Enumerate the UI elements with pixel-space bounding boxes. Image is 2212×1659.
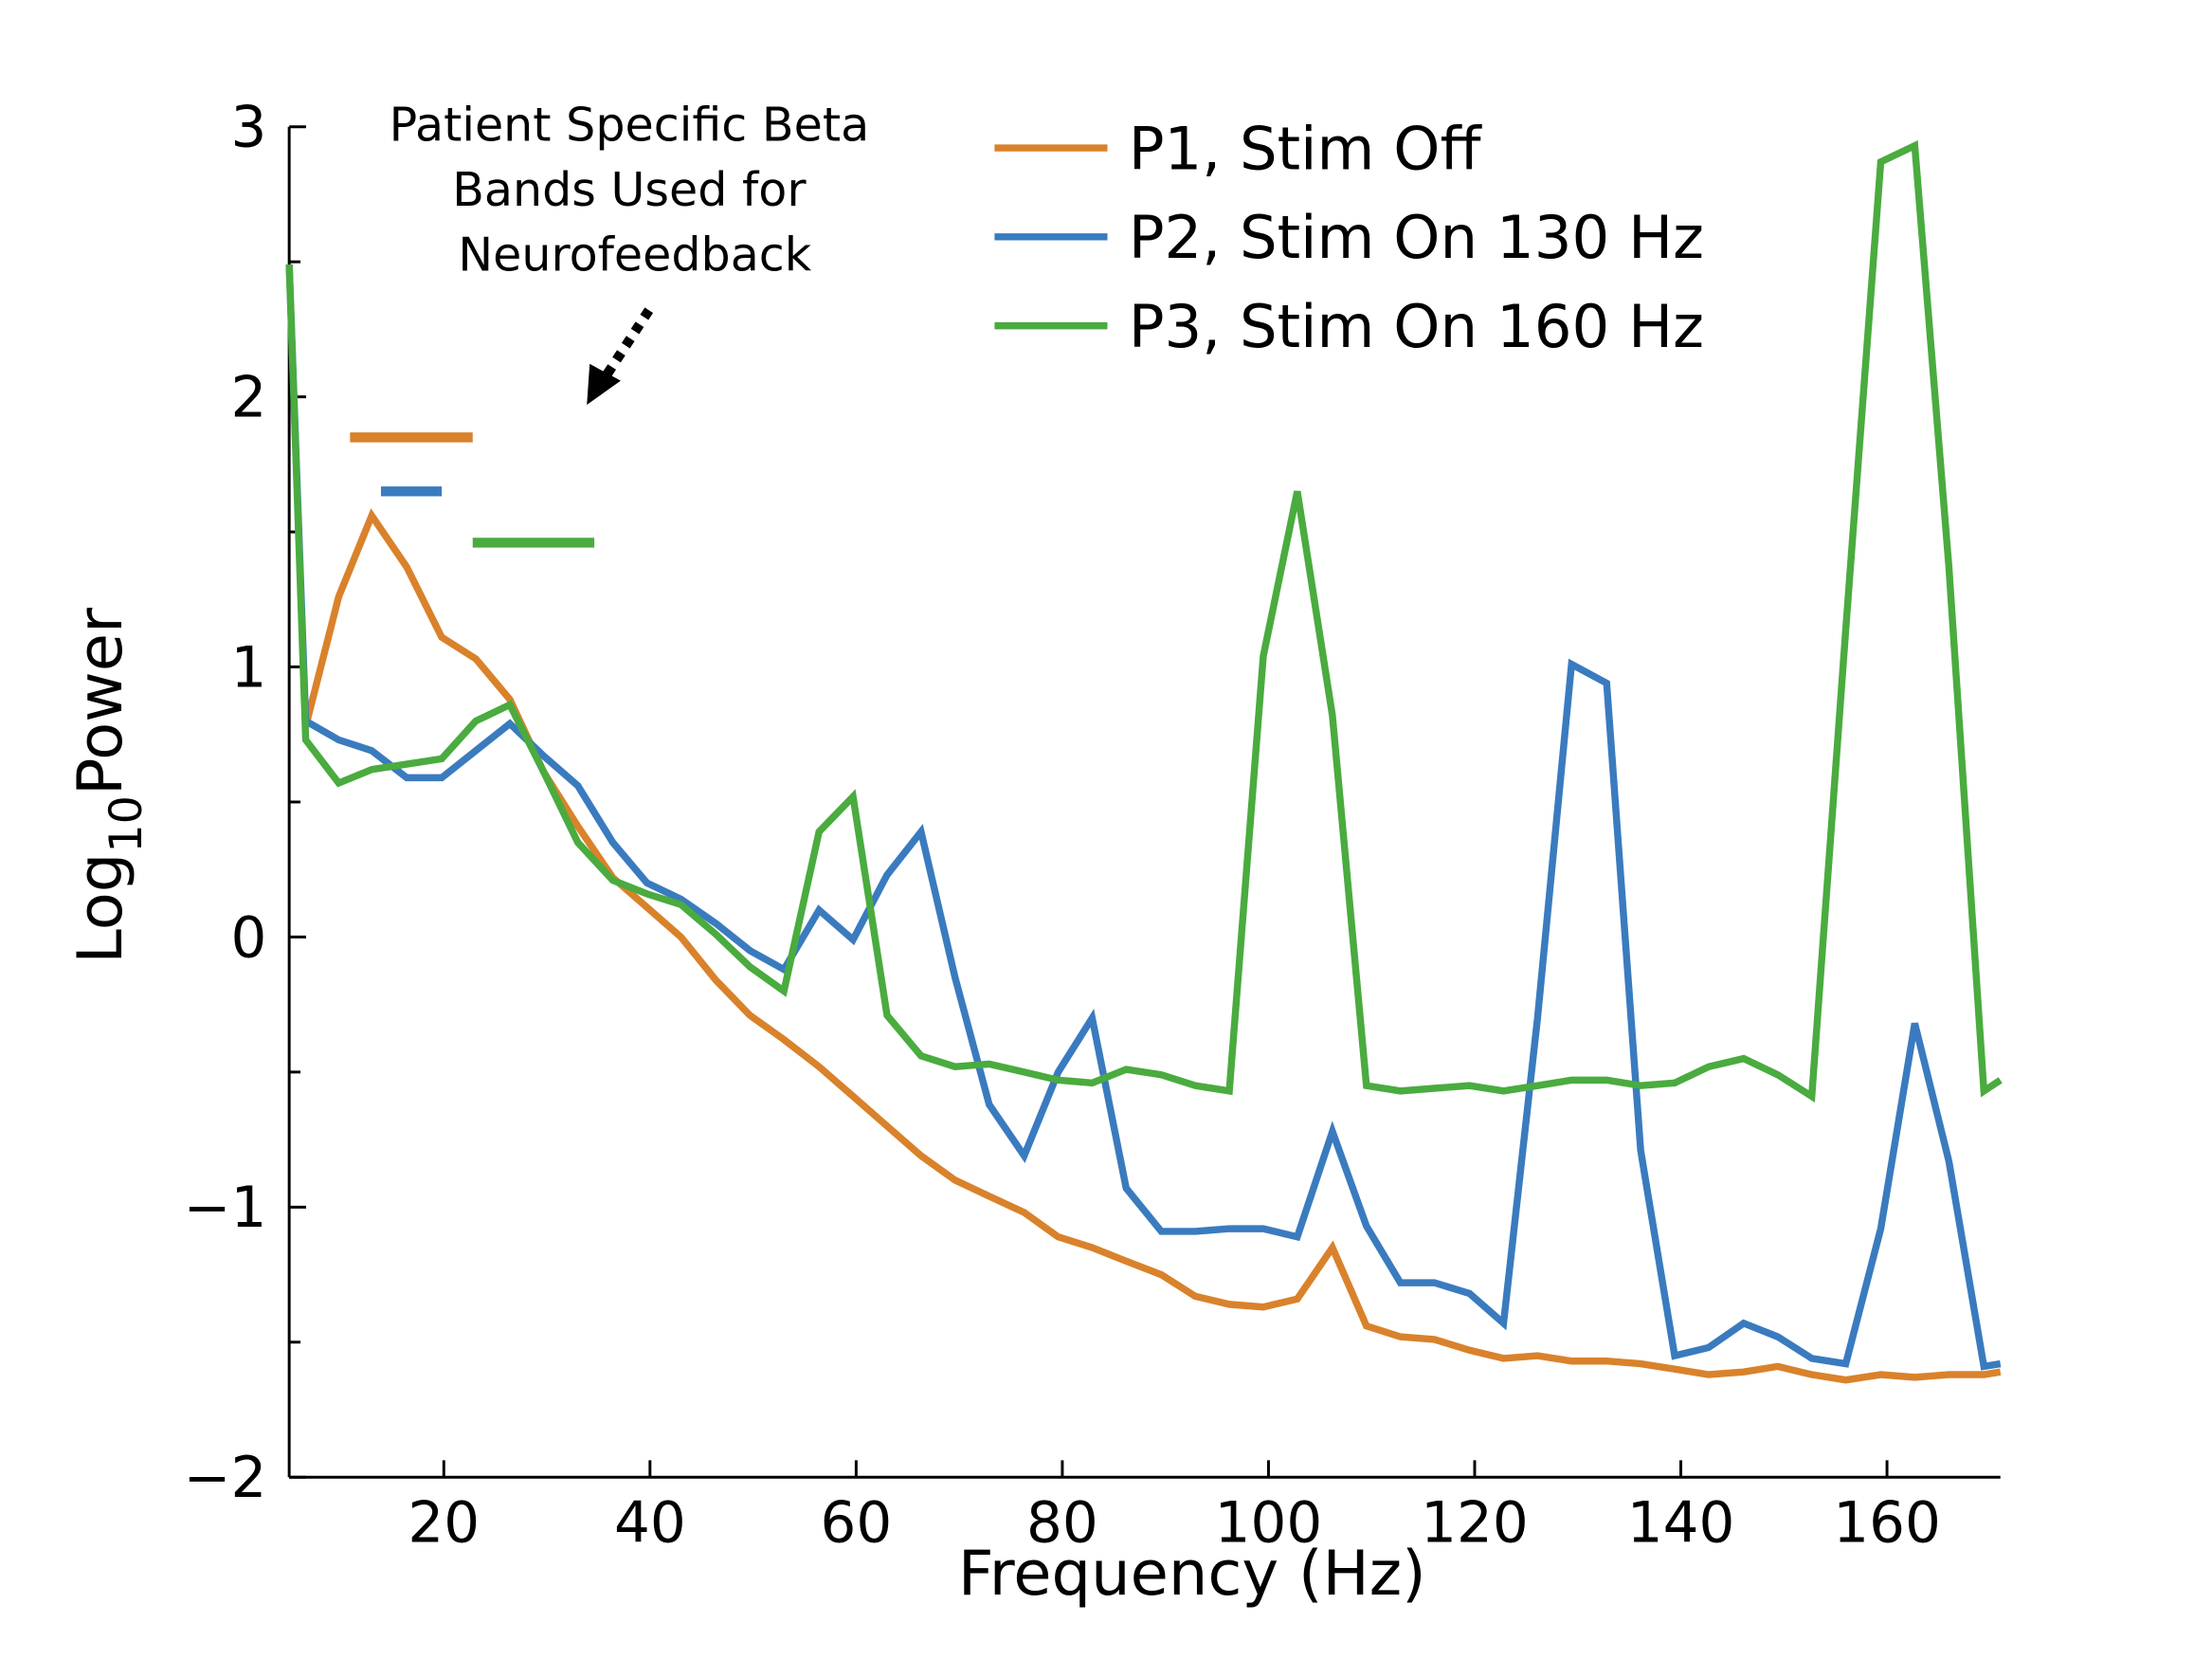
y-label-base: Log [64,853,136,964]
series-line [301,508,2002,1384]
legend-label: P1, Stim Off [1129,114,1483,183]
y-tick-label: 2 [230,365,266,430]
y-tick-label: −2 [184,1446,267,1511]
y-tick-label: 1 [230,635,266,701]
legend-label: P2, Stim On 130 Hz [1129,203,1704,272]
annotation: Neurofeedback [458,228,811,283]
annotation-arrow [599,307,654,383]
x-axis-label: Frequency (Hz) [958,1538,1426,1610]
series-line [285,139,2003,1103]
x-tick-label: 80 [1026,1491,1098,1557]
annotation-arrowhead [587,363,621,405]
x-tick-label: 60 [820,1491,892,1557]
x-tick-label: 20 [408,1491,480,1557]
legend-label: P3, Stim On 160 Hz [1129,292,1704,361]
series-line [285,264,2002,1371]
x-tick-label: 140 [1627,1491,1735,1557]
x-tick-label: 100 [1215,1491,1323,1557]
x-tick-label: 40 [614,1491,686,1557]
y-tick-label: 0 [230,905,266,971]
y-label-sub: 10 [100,795,153,853]
x-tick-label: 120 [1421,1491,1529,1557]
annotation: Patient Specific Beta [390,98,870,153]
y-tick-label: 3 [230,96,266,161]
annotation: Bands Used for [452,162,807,217]
y-axis-label: Log10Power [64,608,153,964]
y-label-rest: Power [64,608,136,795]
y-tick-label: −1 [184,1176,267,1241]
x-tick-label: 160 [1833,1491,1941,1557]
